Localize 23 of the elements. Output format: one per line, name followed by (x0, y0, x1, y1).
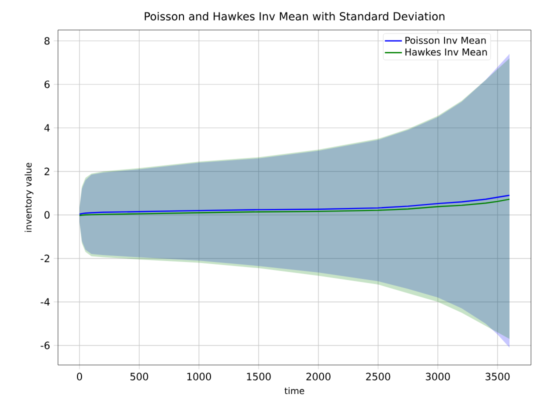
x-tick-label: 2000 (306, 372, 330, 380)
x-tick-label: 500 (130, 372, 148, 380)
y-axis-title: inventory value (24, 162, 34, 232)
line-series (78, 194, 510, 215)
legend-label: Poisson Inv Mean (405, 36, 486, 44)
x-tick-label: 1500 (247, 372, 271, 380)
x-tick-label: 3500 (486, 372, 510, 380)
legend-label: Hawkes Inv Mean (405, 48, 487, 56)
y-tick-label: -2 (40, 254, 50, 262)
y-tick-label: 0 (44, 211, 50, 219)
x-tick-label: 3000 (426, 372, 450, 380)
y-tick-label: -6 (40, 342, 50, 350)
x-tick-label: 0 (76, 372, 82, 380)
chart-title: Poisson and Hawkes Inv Mean with Standard Deviation (144, 12, 444, 20)
y-tick-label: 4 (44, 124, 50, 132)
y-tick-label: 2 (44, 168, 50, 176)
y-tick-label: 8 (44, 37, 50, 45)
x-tick-label: 1000 (187, 372, 212, 380)
x-tick-label: 2500 (366, 372, 390, 380)
x-axis-title: time (284, 387, 304, 394)
y-tick-label: 6 (44, 80, 50, 88)
line-series (78, 198, 510, 216)
y-tick-label: -4 (40, 298, 50, 306)
